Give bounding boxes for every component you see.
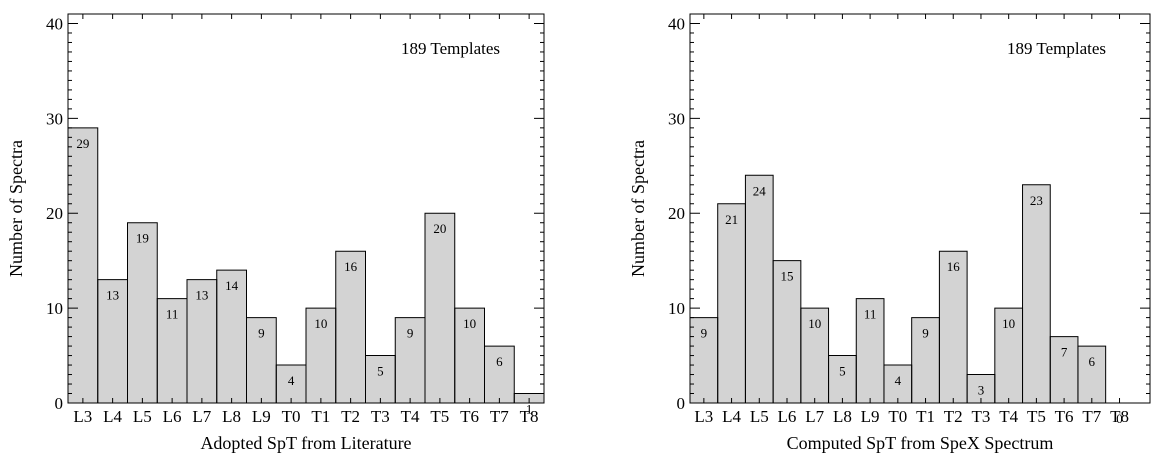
x-tick-label: T0 [888,407,907,426]
value-label: 10 [463,316,476,331]
value-label: 5 [839,364,846,379]
y-tick-label: 20 [46,204,63,223]
y-axis-label: Number of Spectra [628,140,648,277]
bar-T2 [938,250,968,403]
x-axis-label: Computed SpT from SpeX Spectrum [787,433,1054,453]
plot-frame [689,13,1151,404]
templates-annotation: 189 Templates [1007,39,1106,58]
value-label: 10 [314,316,327,331]
y-tick-label: 30 [46,109,63,128]
bar-T7 [1077,345,1107,403]
x-tick-label: T2 [944,407,963,426]
value-label: 13 [195,288,208,303]
x-tick-label: T3 [371,407,390,426]
y-tick-label: 10 [46,299,63,318]
x-tick-label: T8 [520,407,539,426]
bar-T5 [1022,184,1051,403]
value-label: 16 [947,259,961,274]
x-tick-label: T4 [999,407,1018,426]
x-tick-label: T8 [1110,407,1129,426]
value-label: 3 [978,383,985,398]
x-tick-label: T7 [1082,407,1101,426]
value-label: 0 [1116,411,1123,426]
value-label: 21 [725,212,738,227]
x-tick-label: T6 [1055,407,1074,426]
x-tick-label: L3 [694,407,713,426]
x-tick-label: L4 [722,407,741,426]
x-tick-label: L7 [805,407,824,426]
value-label: 20 [433,221,446,236]
value-label: 9 [922,326,929,341]
value-label: 1 [526,402,533,417]
x-tick-label: L6 [778,407,797,426]
x-tick-label: L8 [222,407,241,426]
y-tick-label: 20 [668,204,685,223]
x-tick-label: L7 [192,407,211,426]
value-label: 6 [496,354,503,369]
value-label: 23 [1030,193,1043,208]
y-tick-label: 30 [668,109,685,128]
value-label: 10 [1002,316,1015,331]
value-label: 29 [76,136,89,151]
value-label: 5 [377,364,384,379]
x-tick-label: L3 [73,407,92,426]
plot-frame [67,13,545,404]
y-tick-label: 10 [668,299,685,318]
bar-L9 [246,317,277,403]
x-tick-label: T1 [916,407,935,426]
x-tick-label: T5 [430,407,449,426]
y-axis-label: Number of Spectra [6,140,26,277]
x-tick-label: T4 [401,407,420,426]
y-tick-label: 40 [46,14,63,33]
x-tick-label: L5 [133,407,152,426]
value-label: 7 [1061,345,1068,360]
x-tick-label: T3 [972,407,991,426]
x-tick-label: T1 [311,407,330,426]
templates-annotation: 189 Templates [401,39,500,58]
value-label: 13 [106,288,119,303]
value-label: 11 [166,307,179,322]
x-tick-label: T2 [341,407,360,426]
x-tick-label: T5 [1027,407,1046,426]
value-label: 9 [407,326,414,341]
x-tick-label: T7 [490,407,509,426]
bar-T7 [484,345,515,403]
value-label: 19 [136,231,149,246]
value-label: 6 [1089,354,1096,369]
bar-L9 [855,298,885,403]
x-tick-label: T6 [460,407,479,426]
x-tick-label: L8 [833,407,852,426]
x-tick-label: L9 [252,407,271,426]
y-tick-label: 40 [668,14,685,33]
y-tick-label: 0 [55,394,64,413]
x-tick-label: L6 [163,407,182,426]
bar-T2 [335,250,366,403]
x-tick-label: L4 [103,407,122,426]
chart-panel-1: 0 10 20 30 40 L3 L4 L5 L6 L7 L8 L9 T0 T1 T2 T3 T4 T5 T6 T7 T… [6,13,545,453]
value-label: 15 [780,269,793,284]
x-axis-label: Adopted SpT from Literature [200,433,411,453]
value-label: 9 [258,326,265,341]
value-label: 16 [344,259,358,274]
x-tick-label: T0 [282,407,301,426]
y-tick-label: 0 [677,394,686,413]
value-label: 11 [864,307,877,322]
x-tick-label: L5 [750,407,769,426]
value-label: 10 [808,316,821,331]
x-tick-label: L9 [861,407,880,426]
value-label: 4 [288,373,295,388]
value-label: 9 [701,326,708,341]
value-label: 14 [225,278,239,293]
value-label: 4 [895,373,902,388]
value-label: 24 [753,183,767,198]
